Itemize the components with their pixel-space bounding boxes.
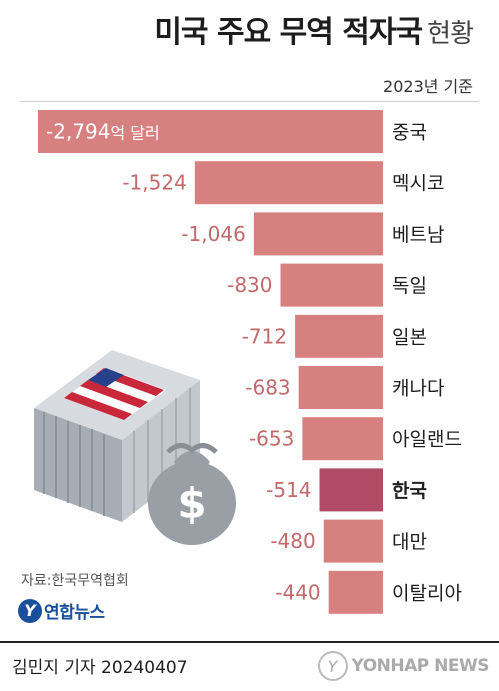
- footer-bar: 김민지 기자 20240407 Y YONHAP NEWS: [0, 641, 499, 691]
- value-label: -683: [245, 376, 290, 400]
- money-bag-icon: $: [148, 443, 236, 545]
- yonhap-logo: Y 연합뉴스: [18, 598, 105, 623]
- category-label: 중국: [392, 122, 427, 144]
- title-sub: 현황: [427, 19, 474, 49]
- bar-캐나다: [298, 366, 383, 409]
- value-label: -514: [266, 478, 311, 502]
- watermark-text: YONHAP NEWS: [351, 656, 490, 676]
- yonhap-watermark: Y YONHAP NEWS: [317, 651, 490, 681]
- category-label: 이탈리아: [392, 582, 462, 604]
- bar-이탈리아: [328, 570, 383, 614]
- watermark-icon: Y: [317, 651, 348, 681]
- value-label: -1,524: [122, 171, 186, 195]
- category-label: 독일: [392, 275, 427, 297]
- bar-멕시코: [194, 161, 383, 205]
- bar-대만: [323, 519, 383, 563]
- category-label: 대만: [392, 531, 427, 553]
- value-label: -440: [275, 580, 320, 604]
- value-label: -2,794억 달러: [46, 120, 160, 144]
- bar-chart: $ -2,794억 달러 중국 -1,524 멕시코 -1,046 베트남 -830 독일 -7…: [34, 110, 462, 614]
- category-label: 캐나다: [392, 378, 444, 400]
- category-label: 베트남: [392, 224, 444, 246]
- bar-한국: [319, 468, 383, 512]
- bar-베트남: [253, 212, 383, 256]
- bar-중국: [38, 110, 383, 153]
- svg-text:$: $: [177, 479, 206, 528]
- category-label: 한국: [392, 480, 427, 502]
- logo-text: 연합뉴스: [44, 603, 105, 623]
- bar-일본: [295, 314, 383, 358]
- chart-title: 미국 주요 무역 적자국 현황: [154, 15, 474, 50]
- title-main: 미국 주요 무역 적자국: [154, 15, 423, 50]
- yonhap-mark-icon: Y: [18, 598, 42, 623]
- shipping-container-icon: [34, 350, 200, 522]
- basis-year: 2023년 기준: [383, 77, 473, 96]
- category-label: 아일랜드: [392, 429, 462, 451]
- value-label: -653: [249, 427, 294, 451]
- author-credit: 김민지 기자 20240407: [12, 658, 188, 678]
- category-label: 멕시코: [392, 173, 444, 195]
- value-label: -830: [227, 273, 272, 297]
- us-flag-icon: [64, 368, 166, 420]
- source-note: 자료:한국무역협회: [21, 573, 129, 589]
- value-label: -1,046: [181, 222, 245, 246]
- value-label: -712: [242, 324, 287, 348]
- bar-독일: [280, 263, 383, 307]
- category-label: 일본: [392, 326, 427, 348]
- value-label: -480: [270, 529, 315, 553]
- title-divider: [20, 101, 479, 102]
- bar-아일랜드: [302, 417, 383, 461]
